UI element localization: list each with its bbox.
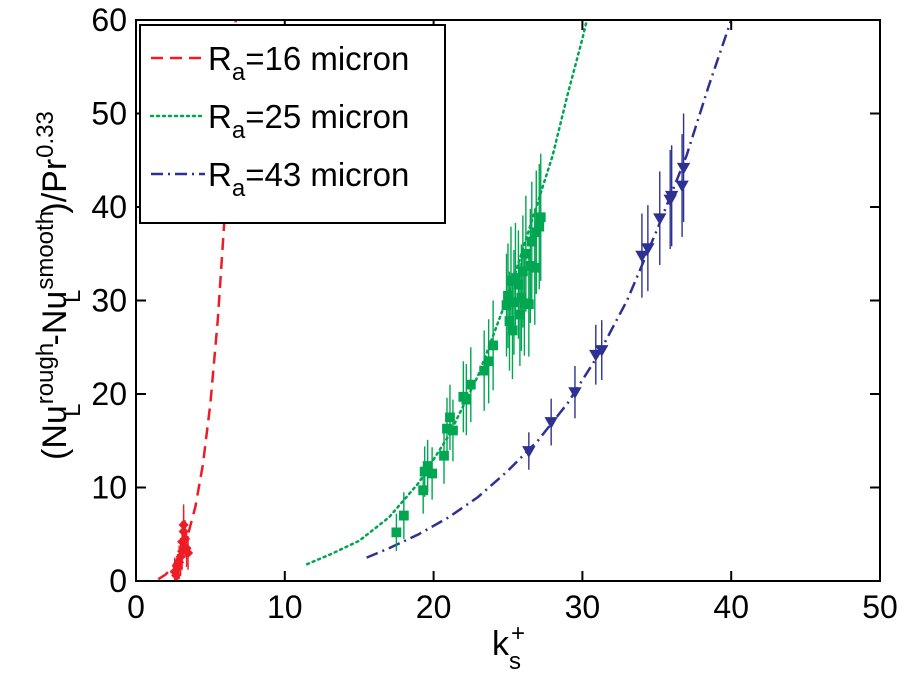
data-point-r-a-25-micron-9 xyxy=(445,412,455,423)
data-points xyxy=(169,113,691,581)
y-axis-label-sup1: rough xyxy=(32,343,59,404)
plot-marks xyxy=(157,20,733,581)
x-axis-label-base: k xyxy=(492,625,510,663)
x-tick-label-40: 40 xyxy=(713,589,749,625)
legend-label-tail-r-a-16-micron: =16 micron xyxy=(245,40,409,77)
y-tick-label-20: 20 xyxy=(91,376,127,412)
legend-label-r-a-43-micron: Ra=43 micron xyxy=(208,156,409,202)
y-axis-label-part1: (Nu xyxy=(36,405,74,460)
legend-label-base-r-a-25-micron: R xyxy=(208,98,232,135)
x-tick-label-0: 0 xyxy=(127,589,145,625)
data-point-r-a-43-micron-10 xyxy=(664,190,679,203)
data-point-r-a-43-micron-2 xyxy=(544,417,558,429)
y-axis-label: (NuroughL-NusmoothL)/Pr0.33 xyxy=(32,111,86,460)
series-r-a-16-micron xyxy=(169,504,194,581)
y-tick-label-60: 60 xyxy=(91,2,127,38)
data-point-r-a-25-micron-13 xyxy=(465,379,476,390)
data-point-r-a-16-micron-12 xyxy=(183,547,194,559)
data-point-r-a-25-micron-12 xyxy=(461,394,472,405)
y-axis-label-sup2: smooth xyxy=(32,211,59,290)
x-tick-label-30: 30 xyxy=(565,589,601,625)
data-point-r-a-25-micron-2 xyxy=(398,510,409,521)
y-axis-label-sub1: L xyxy=(59,403,86,416)
y-axis-label-part3: )/Pr xyxy=(36,159,74,214)
y-axis-label-sup3: 0.33 xyxy=(32,111,59,158)
legend-label-base-r-a-16-micron: R xyxy=(208,40,232,77)
data-point-r-a-43-micron-8 xyxy=(653,213,667,226)
legend-label-tail-r-a-43-micron: =43 micron xyxy=(245,156,409,193)
data-point-r-a-43-micron-3 xyxy=(568,387,582,399)
series-r-a-43-micron xyxy=(522,113,691,470)
y-axis-label-sub2: L xyxy=(59,290,86,303)
data-point-r-a-25-micron-36 xyxy=(534,221,545,232)
y-tick-label-40: 40 xyxy=(91,189,127,225)
data-point-r-a-25-micron-10 xyxy=(448,425,458,436)
legend-label-sub-r-a-25-micron: a xyxy=(232,117,246,144)
data-point-r-a-43-micron-11 xyxy=(675,180,689,193)
legend-label-r-a-16-micron: Ra=16 micron xyxy=(208,40,409,86)
legend-label-sub-r-a-43-micron: a xyxy=(232,175,246,202)
data-point-r-a-43-micron-5 xyxy=(595,345,609,357)
legend-label-base-r-a-43-micron: R xyxy=(208,156,232,193)
y-tick-label-50: 50 xyxy=(91,96,127,132)
x-tick-label-20: 20 xyxy=(416,589,452,625)
data-point-r-a-25-micron-35 xyxy=(535,212,546,223)
data-point-r-a-25-micron-15 xyxy=(483,356,494,367)
data-point-r-a-43-micron-12 xyxy=(676,162,691,175)
data-point-r-a-25-micron-14 xyxy=(479,365,490,376)
data-point-r-a-25-micron-16 xyxy=(488,340,499,351)
series-r-a-25-micron xyxy=(391,153,546,552)
data-point-r-a-25-micron-6 xyxy=(427,468,438,479)
data-point-r-a-25-micron-7 xyxy=(439,450,449,461)
data-point-r-a-25-micron-1 xyxy=(391,527,402,538)
x-axis-label: k+ s xyxy=(492,620,525,675)
data-point-r-a-25-micron-3 xyxy=(418,485,429,496)
y-tick-label-0: 0 xyxy=(109,563,127,599)
legend-label-sub-r-a-16-micron: a xyxy=(232,59,246,86)
x-tick-label-10: 10 xyxy=(267,589,303,625)
data-point-r-a-16-micron-9 xyxy=(178,519,189,530)
data-point-r-a-43-micron-1 xyxy=(522,446,536,458)
x-axis-label-sub: s xyxy=(509,648,521,675)
y-axis-label-part2: -Nu xyxy=(36,291,74,346)
x-axis-label-sup: + xyxy=(511,620,525,647)
legend-label-tail-r-a-25-micron: =25 micron xyxy=(245,98,409,135)
data-point-r-a-43-micron-6 xyxy=(635,250,649,263)
x-tick-label-50: 50 xyxy=(862,589,898,625)
y-tick-label-30: 30 xyxy=(91,283,127,319)
data-point-r-a-43-micron-7 xyxy=(641,243,655,255)
fit-line-r-a-25-micron xyxy=(305,20,589,566)
y-tick-label-10: 10 xyxy=(91,470,127,506)
legend-label-r-a-25-micron: Ra=25 micron xyxy=(208,98,409,144)
data-point-r-a-25-micron-33 xyxy=(529,262,540,273)
data-point-r-a-43-micron-4 xyxy=(589,349,603,362)
axis-layer: 0 10 20 30 40 50 0 10 20 30 40 50 60 xyxy=(91,2,897,625)
